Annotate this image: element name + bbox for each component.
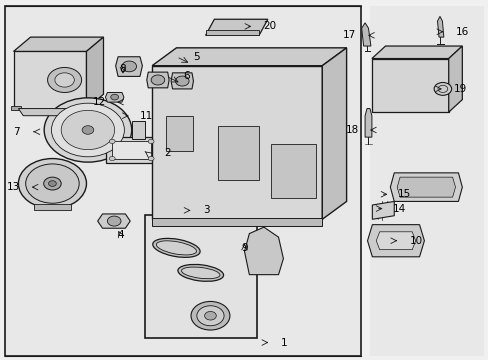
Polygon shape — [437, 17, 443, 37]
Circle shape — [109, 157, 115, 161]
Bar — [144, 215, 256, 338]
Polygon shape — [146, 72, 169, 88]
Circle shape — [197, 306, 224, 326]
Circle shape — [204, 311, 216, 320]
Circle shape — [107, 216, 121, 226]
Text: 19: 19 — [453, 84, 466, 94]
Polygon shape — [106, 137, 157, 163]
Polygon shape — [205, 30, 259, 35]
Text: 2: 2 — [164, 148, 170, 158]
Text: 5: 5 — [193, 52, 200, 62]
Circle shape — [48, 181, 56, 186]
Text: 10: 10 — [409, 236, 422, 246]
Text: 17: 17 — [343, 30, 356, 40]
Polygon shape — [371, 59, 448, 112]
Text: 20: 20 — [263, 21, 276, 31]
Polygon shape — [217, 126, 259, 180]
Polygon shape — [271, 144, 316, 198]
Circle shape — [122, 61, 136, 72]
Polygon shape — [367, 225, 424, 257]
Circle shape — [109, 139, 115, 144]
Polygon shape — [86, 37, 103, 109]
Circle shape — [82, 126, 94, 134]
Polygon shape — [396, 177, 455, 197]
Polygon shape — [14, 51, 86, 109]
Circle shape — [51, 103, 124, 157]
Circle shape — [191, 301, 229, 330]
Polygon shape — [19, 109, 81, 116]
Circle shape — [148, 157, 154, 161]
Polygon shape — [98, 214, 130, 228]
Text: 4: 4 — [117, 230, 123, 240]
Polygon shape — [131, 121, 144, 139]
Text: 15: 15 — [397, 189, 410, 199]
Polygon shape — [361, 23, 370, 46]
Ellipse shape — [156, 241, 196, 255]
Polygon shape — [389, 173, 461, 202]
Polygon shape — [448, 46, 461, 112]
Bar — [369, 6, 483, 356]
Polygon shape — [112, 141, 151, 158]
Polygon shape — [14, 37, 103, 51]
Circle shape — [111, 94, 118, 100]
Text: 16: 16 — [455, 27, 468, 37]
Text: 6: 6 — [183, 71, 190, 81]
Circle shape — [55, 73, 74, 87]
Polygon shape — [79, 106, 89, 111]
Text: 9: 9 — [241, 243, 247, 253]
Polygon shape — [152, 48, 346, 66]
Polygon shape — [105, 93, 123, 102]
Polygon shape — [375, 232, 415, 249]
Polygon shape — [244, 227, 283, 275]
Polygon shape — [171, 73, 193, 89]
Text: 7: 7 — [13, 127, 20, 137]
Bar — [5, 6, 360, 356]
Polygon shape — [11, 106, 21, 111]
Text: 12: 12 — [93, 97, 106, 107]
Polygon shape — [322, 48, 346, 219]
Circle shape — [151, 75, 164, 85]
Circle shape — [43, 177, 61, 190]
Ellipse shape — [152, 238, 200, 257]
Circle shape — [44, 98, 131, 162]
Circle shape — [175, 76, 189, 86]
Circle shape — [61, 111, 115, 150]
Text: 13: 13 — [7, 182, 20, 192]
Polygon shape — [365, 109, 371, 137]
Ellipse shape — [178, 265, 223, 281]
Text: 3: 3 — [203, 205, 209, 215]
Text: 1: 1 — [281, 338, 287, 347]
Circle shape — [19, 158, 86, 208]
Text: 14: 14 — [392, 203, 405, 213]
Polygon shape — [205, 19, 267, 35]
Circle shape — [148, 139, 154, 144]
Polygon shape — [371, 46, 461, 59]
Polygon shape — [372, 202, 393, 219]
Circle shape — [26, 164, 79, 203]
Polygon shape — [152, 66, 322, 219]
Polygon shape — [165, 116, 193, 152]
Polygon shape — [116, 57, 142, 76]
Circle shape — [47, 67, 81, 93]
Bar — [34, 204, 71, 210]
Text: 11: 11 — [140, 111, 153, 121]
Text: 8: 8 — [120, 64, 126, 74]
Polygon shape — [152, 217, 322, 226]
Circle shape — [433, 82, 451, 95]
Ellipse shape — [181, 267, 220, 279]
Text: 18: 18 — [345, 125, 358, 135]
